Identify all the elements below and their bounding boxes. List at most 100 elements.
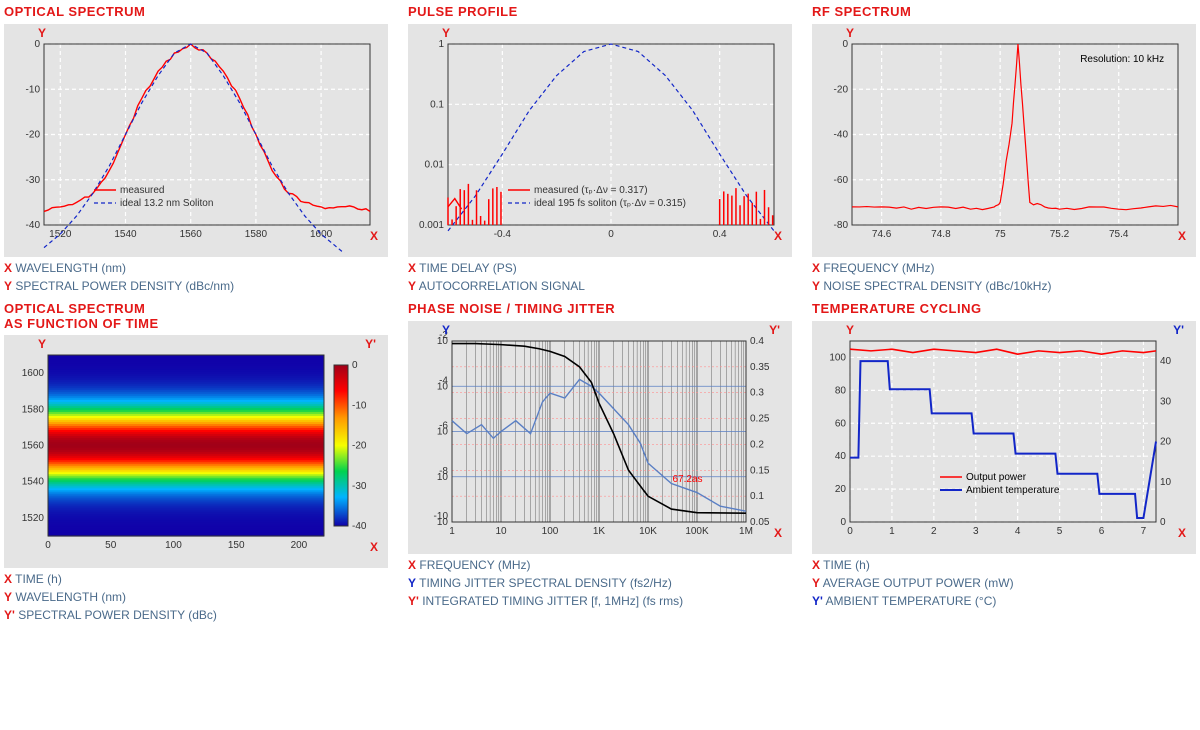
svg-text:-20: -20 [834,84,849,95]
svg-text:0: 0 [842,39,848,50]
y-letter: Y [442,323,450,337]
svg-text:-20: -20 [352,441,367,452]
svg-text:Ambient temperature: Ambient temperature [966,485,1060,496]
svg-text:0.01: 0.01 [425,160,445,171]
title-temp-cycling: TEMPERATURE CYCLING [812,301,1196,317]
svg-text:0.05: 0.05 [750,517,770,528]
y2-axis-label: Y' SPECTRAL POWER DENSITY (dBc) [4,608,388,622]
svg-text:-30: -30 [352,481,367,492]
y2-axis-label: Y' INTEGRATED TIMING JITTER [f, 1MHz] (f… [408,594,792,608]
svg-text:1600: 1600 [310,229,333,240]
svg-text:measured (τₚ·Δν = 0.317): measured (τₚ·Δν = 0.317) [534,185,648,196]
y-axis-label: Y AVERAGE OUTPUT POWER (mW) [812,576,1196,590]
svg-text:-10: -10 [352,400,367,411]
svg-text:0.3: 0.3 [750,388,764,399]
svg-text:40: 40 [1160,356,1172,367]
y-letter: Y [38,337,46,351]
svg-text:-60: -60 [834,175,849,186]
svg-text:200: 200 [291,540,308,551]
svg-text:20: 20 [835,484,847,495]
plot-spectrum-vs-time: Y Y' X 050100150200152015401560158016000… [4,335,388,568]
svg-text:10K: 10K [639,526,657,537]
svg-text:0.2: 0.2 [750,439,764,450]
y-letter: Y [442,26,450,40]
y-axis-label: Y NOISE SPECTRAL DENSITY (dBc/10kHz) [812,279,1196,293]
svg-text:0.35: 0.35 [750,362,770,373]
svg-text:-10: -10 [26,84,41,95]
svg-text:-40: -40 [352,521,367,532]
title-rf-spectrum: RF SPECTRUM [812,4,1196,20]
svg-text:1: 1 [449,526,455,537]
svg-text:0: 0 [45,540,51,551]
svg-text:0.1: 0.1 [430,99,444,110]
x-letter: X [1178,526,1186,540]
svg-text:50: 50 [105,540,117,551]
plot-optical-spectrum: Y X 15201540156015801600-40-30-20-100mea… [4,24,388,257]
x-letter: X [370,540,378,554]
x-letter: X [1178,229,1186,243]
svg-text:74.6: 74.6 [872,229,892,240]
x-axis-label: X FREQUENCY (MHz) [408,558,792,572]
y-axis-label: Y SPECTRAL POWER DENSITY (dBc/nm) [4,279,388,293]
x-letter: X [370,229,378,243]
svg-text:0.4: 0.4 [713,229,727,240]
svg-text:-20: -20 [26,130,41,141]
svg-text:-30: -30 [26,175,41,186]
panel-optical-spectrum: OPTICAL SPECTRUM Y X 1520154015601580160… [4,4,388,293]
y-letter: Y [846,26,854,40]
svg-text:40: 40 [835,451,847,462]
title-pulse-profile: PULSE PROFILE [408,4,792,20]
svg-text:60: 60 [835,418,847,429]
svg-text:100: 100 [165,540,182,551]
y2-letter: Y' [365,337,376,351]
svg-text:-40: -40 [26,220,41,231]
svg-text:0: 0 [608,229,614,240]
plot-phase-noise: Y Y' X 10-1010-810-610-410-20.050.10.150… [408,321,792,554]
x-letter: X [774,526,782,540]
svg-text:1M: 1M [739,526,753,537]
svg-text:4: 4 [1015,526,1021,537]
svg-text:1540: 1540 [114,229,137,240]
svg-text:0: 0 [34,39,40,50]
svg-text:-10: -10 [434,511,449,522]
svg-text:0.4: 0.4 [750,336,764,347]
svg-text:0: 0 [847,526,853,537]
y-letter: Y [846,323,854,337]
svg-text:1560: 1560 [22,441,45,452]
svg-text:-6: -6 [439,421,448,432]
y2-axis-label: Y' AMBIENT TEMPERATURE (°C) [812,594,1196,608]
svg-text:1560: 1560 [180,229,203,240]
svg-text:0: 0 [840,517,846,528]
svg-text:ideal 13.2 nm Soliton: ideal 13.2 nm Soliton [120,198,213,209]
x-axis-label: X TIME (h) [812,558,1196,572]
panel-pulse-profile: PULSE PROFILE Y X -0.400.40.0010.010.11m… [408,4,792,293]
title-optical-spectrum: OPTICAL SPECTRUM [4,4,388,20]
y2-letter: Y' [769,323,780,337]
svg-text:74.8: 74.8 [931,229,951,240]
y-axis-label: Y TIMING JITTER SPECTRAL DENSITY (fs2/Hz… [408,576,792,590]
svg-text:Resolution: 10 kHz: Resolution: 10 kHz [1080,54,1164,65]
svg-text:7: 7 [1141,526,1147,537]
plot-rf-spectrum: Y X 74.674.87575.275.4-80-60-40-200Resol… [812,24,1196,257]
svg-text:20: 20 [1160,437,1172,448]
svg-text:0.15: 0.15 [750,465,770,476]
svg-text:10: 10 [495,526,507,537]
plot-pulse-profile: Y X -0.400.40.0010.010.11measured (τₚ·Δν… [408,24,792,257]
svg-text:5: 5 [1057,526,1063,537]
svg-text:75.4: 75.4 [1109,229,1129,240]
svg-text:30: 30 [1160,396,1172,407]
svg-text:100K: 100K [685,526,709,537]
svg-text:1580: 1580 [245,229,268,240]
x-axis-label: X WAVELENGTH (nm) [4,261,388,275]
panel-rf-spectrum: RF SPECTRUM Y X 74.674.87575.275.4-80-60… [812,4,1196,293]
svg-text:2: 2 [931,526,937,537]
svg-text:-4: -4 [439,375,448,386]
svg-text:-0.4: -0.4 [494,229,512,240]
svg-text:3: 3 [973,526,979,537]
svg-text:75.2: 75.2 [1050,229,1070,240]
svg-text:measured: measured [120,185,164,196]
title-phase-noise: PHASE NOISE / TIMING JITTER [408,301,792,317]
x-axis-label: X FREQUENCY (MHz) [812,261,1196,275]
svg-text:150: 150 [228,540,245,551]
svg-text:1540: 1540 [22,477,45,488]
